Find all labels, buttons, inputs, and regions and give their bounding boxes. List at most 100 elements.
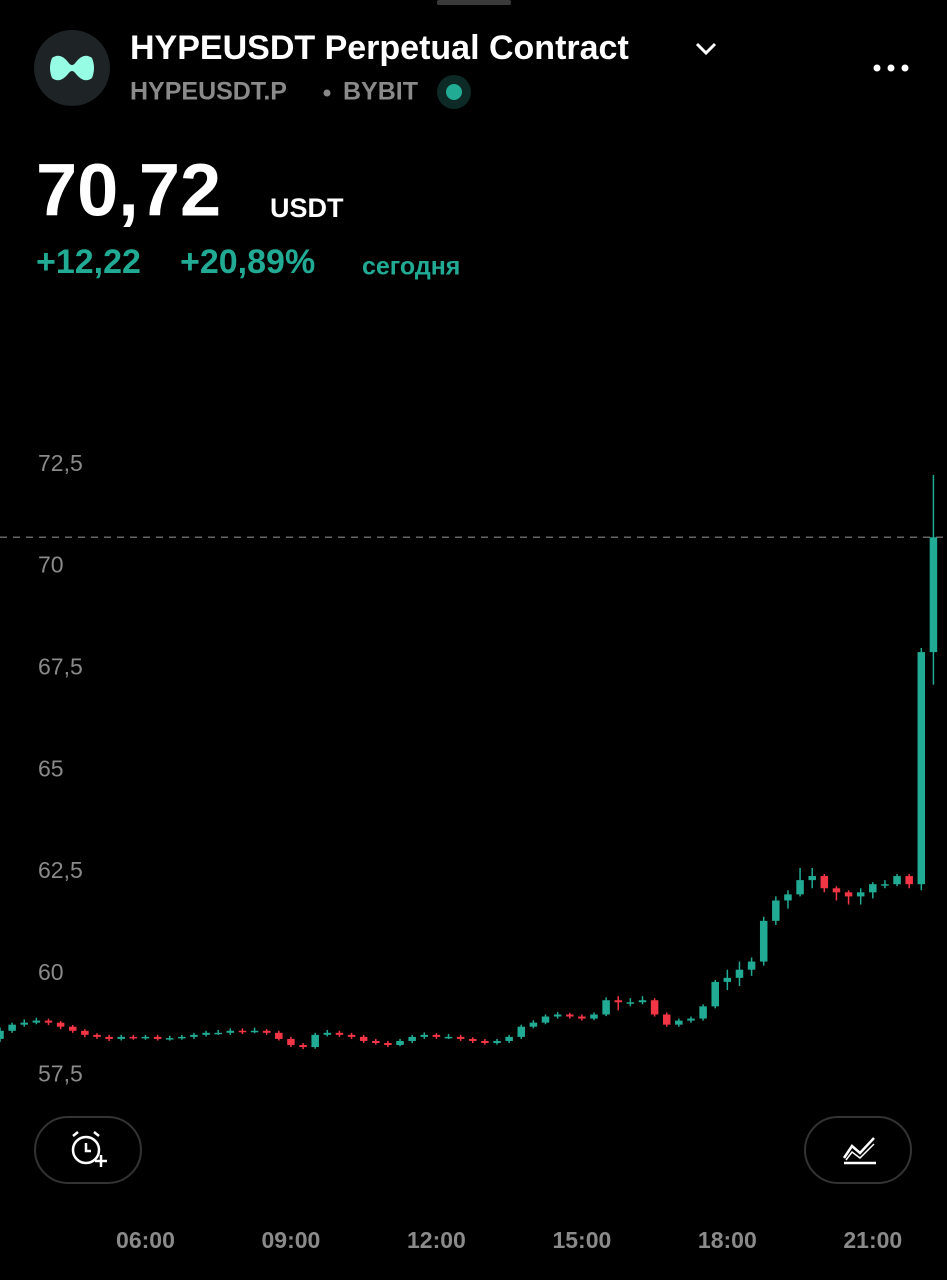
candle-body — [105, 1036, 113, 1039]
candle-body — [178, 1036, 186, 1039]
candle-body — [311, 1034, 319, 1048]
candle-body — [44, 1020, 53, 1023]
status-dot — [446, 84, 462, 100]
candle-body — [202, 1032, 210, 1035]
x-tick-label: 21:00 — [843, 1227, 902, 1253]
candle-body — [687, 1018, 695, 1021]
candle-body — [541, 1016, 550, 1023]
currency: USDT — [270, 193, 344, 223]
title-chevron[interactable] — [695, 42, 717, 56]
candle-body — [905, 876, 913, 885]
chart-style-icon — [842, 1137, 876, 1165]
candle-body — [238, 1030, 247, 1033]
candle-body — [699, 1006, 707, 1019]
price-change-percent: +20,89% — [180, 243, 315, 281]
candle-body — [590, 1014, 598, 1019]
candle-body — [275, 1032, 283, 1039]
x-tick-label: 15:00 — [552, 1227, 611, 1253]
y-tick-label: 60 — [38, 959, 64, 985]
candle-body — [614, 1000, 622, 1003]
candle-body — [396, 1040, 404, 1046]
x-tick-label: 06:00 — [116, 1227, 175, 1253]
candle-body — [505, 1036, 513, 1041]
candle-body — [20, 1022, 29, 1025]
candle-body — [893, 876, 901, 885]
candle-body — [784, 894, 792, 901]
x-tick-label: 18:00 — [698, 1227, 757, 1253]
y-tick-label: 72,5 — [38, 450, 83, 476]
candle-body — [372, 1040, 380, 1043]
y-tick-label: 70 — [38, 552, 64, 578]
candle-body — [444, 1036, 453, 1039]
candle-body — [529, 1022, 538, 1027]
candle-body — [190, 1034, 198, 1037]
candle-body — [553, 1014, 562, 1017]
candle-body — [420, 1034, 429, 1037]
y-tick-label: 65 — [38, 755, 64, 781]
candle-body — [153, 1036, 162, 1039]
candle-body — [517, 1026, 526, 1037]
candle-body — [808, 876, 816, 881]
candle-body — [335, 1032, 344, 1035]
candle-body — [881, 884, 889, 886]
candle-body — [287, 1038, 295, 1046]
candle-body — [917, 652, 926, 885]
candle-body — [0, 1030, 4, 1039]
candle-body — [165, 1038, 174, 1040]
separator-dot — [323, 89, 331, 97]
candle-body — [869, 884, 877, 893]
change-period: сегодня — [362, 253, 460, 281]
candle-body — [81, 1030, 89, 1035]
alarm-icon — [71, 1131, 107, 1167]
candle-body — [432, 1034, 441, 1037]
candle-body — [626, 1002, 635, 1004]
candle-body — [578, 1016, 586, 1019]
candle-body — [299, 1045, 307, 1048]
logo-mark — [50, 55, 94, 81]
candle-body — [129, 1036, 138, 1039]
candle-body — [856, 892, 865, 897]
candle-body — [759, 920, 768, 962]
candle-body — [820, 876, 829, 889]
drag-handle[interactable] — [437, 0, 511, 5]
candle-body — [347, 1034, 356, 1037]
candle-body — [226, 1030, 235, 1033]
title[interactable]: HYPEUSDT Perpetual Contract — [130, 29, 629, 67]
y-tick-label: 62,5 — [38, 857, 83, 883]
candle-body — [469, 1038, 477, 1041]
candle-body — [456, 1036, 465, 1039]
candle-body — [565, 1014, 574, 1017]
candle-body — [384, 1042, 392, 1046]
candle-body — [796, 880, 804, 895]
candle-body — [56, 1022, 65, 1027]
candle-body — [481, 1040, 489, 1043]
candle-body — [32, 1020, 41, 1023]
candle-body — [323, 1032, 332, 1035]
more-menu[interactable] — [873, 64, 909, 72]
candle-body — [408, 1036, 416, 1041]
candle-body — [68, 1026, 77, 1031]
y-tick-label: 67,5 — [38, 653, 83, 679]
candle-body — [929, 537, 938, 653]
candle-body — [250, 1030, 259, 1033]
candle-body — [8, 1024, 16, 1031]
y-tick-label: 57,5 — [38, 1061, 83, 1087]
candle-body — [650, 1000, 659, 1015]
candle-body — [117, 1036, 125, 1039]
x-tick-label: 12:00 — [407, 1227, 466, 1253]
candle-body — [711, 981, 719, 1007]
candle-body — [214, 1032, 222, 1035]
candle-body — [602, 1000, 610, 1015]
candle-body — [262, 1030, 271, 1033]
price-change: +12,22 — [36, 243, 141, 281]
x-tick-label: 09:00 — [262, 1227, 321, 1253]
symbol: HYPEUSDT.P — [130, 78, 287, 106]
chart: 57,5 60 62,5 65 67,5 70 72,5 06:00 09:00 12:00 15:… — [0, 450, 947, 1253]
candle-body — [735, 969, 744, 978]
candle-body — [832, 888, 841, 893]
candle-body — [93, 1034, 101, 1037]
candle-body — [772, 900, 780, 921]
candle-body — [675, 1020, 683, 1025]
